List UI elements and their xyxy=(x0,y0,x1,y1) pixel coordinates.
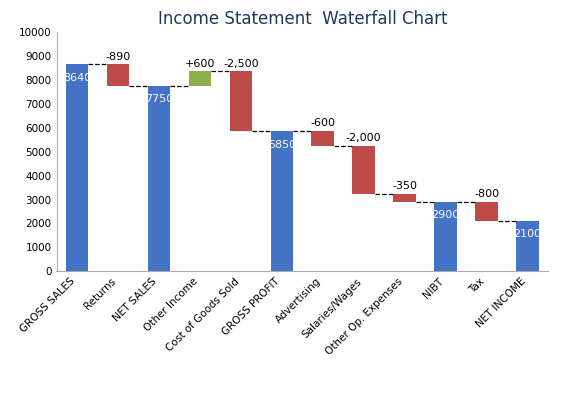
Bar xyxy=(147,86,170,271)
Bar xyxy=(271,131,293,271)
Bar xyxy=(107,65,129,86)
Bar xyxy=(229,71,252,131)
Text: 5850: 5850 xyxy=(268,140,296,150)
Bar xyxy=(189,71,211,86)
Bar xyxy=(434,202,457,271)
Text: -600: -600 xyxy=(310,119,335,128)
Text: +600: +600 xyxy=(185,59,215,69)
Text: 2900: 2900 xyxy=(432,210,460,220)
Text: -2,500: -2,500 xyxy=(223,59,259,69)
Text: 8640: 8640 xyxy=(63,73,91,83)
Bar xyxy=(353,146,375,194)
Bar xyxy=(516,221,539,271)
Text: -800: -800 xyxy=(474,189,499,199)
Text: 7750: 7750 xyxy=(145,94,173,104)
Text: -350: -350 xyxy=(392,181,417,191)
Text: 2100: 2100 xyxy=(514,229,542,239)
Bar xyxy=(475,202,498,221)
Bar xyxy=(311,131,334,146)
Bar xyxy=(393,194,416,202)
Text: -2,000: -2,000 xyxy=(346,133,381,143)
Bar xyxy=(66,65,88,271)
Title: Income Statement  Waterfall Chart: Income Statement Waterfall Chart xyxy=(158,10,447,28)
Text: -890: -890 xyxy=(105,51,131,61)
